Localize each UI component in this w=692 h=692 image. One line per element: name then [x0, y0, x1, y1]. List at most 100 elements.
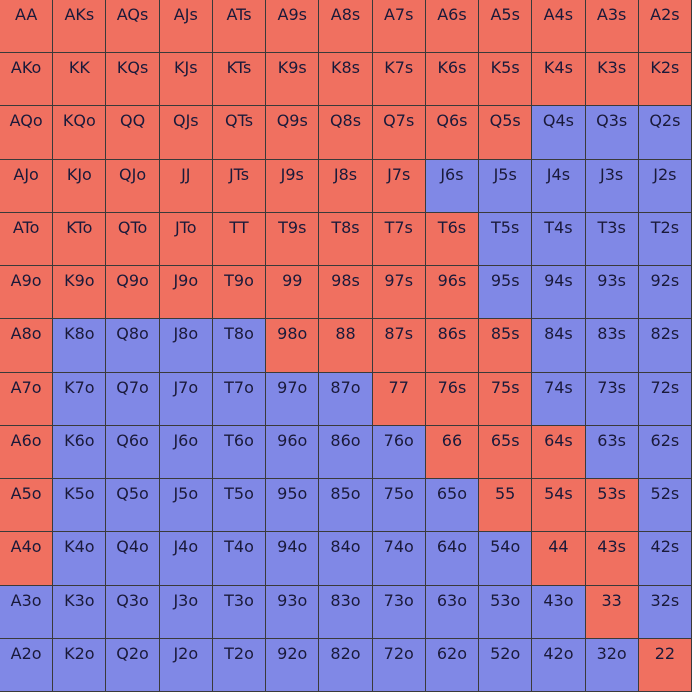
- hand-cell-j7s[interactable]: J7s: [372, 159, 425, 212]
- hand-cell-kjs[interactable]: KJs: [159, 53, 212, 106]
- hand-cell-k9o[interactable]: K9o: [53, 266, 106, 319]
- hand-cell-aks[interactable]: AKs: [53, 0, 106, 53]
- hand-cell-53s[interactable]: 53s: [585, 479, 638, 532]
- hand-cell-95s[interactable]: 95s: [479, 266, 532, 319]
- hand-cell-j2o[interactable]: J2o: [159, 638, 212, 691]
- hand-cell-83s[interactable]: 83s: [585, 319, 638, 372]
- hand-cell-75o[interactable]: 75o: [372, 479, 425, 532]
- hand-cell-q4s[interactable]: Q4s: [532, 106, 585, 159]
- hand-cell-k3s[interactable]: K3s: [585, 53, 638, 106]
- hand-cell-66[interactable]: 66: [425, 425, 479, 479]
- hand-cell-kk[interactable]: KK: [53, 53, 106, 106]
- hand-cell-j5o[interactable]: J5o: [159, 479, 212, 532]
- hand-cell-q6s[interactable]: Q6s: [425, 106, 479, 159]
- hand-cell-j2s[interactable]: J2s: [638, 159, 691, 212]
- hand-cell-72s[interactable]: 72s: [638, 372, 691, 425]
- hand-cell-a7s[interactable]: A7s: [372, 0, 425, 53]
- hand-cell-j5s[interactable]: J5s: [479, 159, 532, 212]
- hand-cell-kqo[interactable]: KQo: [53, 106, 106, 159]
- hand-cell-j8s[interactable]: J8s: [319, 159, 372, 212]
- hand-cell-t7s[interactable]: T7s: [372, 212, 425, 266]
- hand-cell-43s[interactable]: 43s: [585, 532, 638, 585]
- hand-cell-42o[interactable]: 42o: [532, 638, 585, 691]
- hand-cell-j6s[interactable]: J6s: [425, 159, 479, 212]
- hand-cell-74o[interactable]: 74o: [372, 532, 425, 585]
- hand-cell-62o[interactable]: 62o: [425, 638, 479, 691]
- hand-cell-q4o[interactable]: Q4o: [106, 532, 159, 585]
- hand-cell-q9o[interactable]: Q9o: [106, 266, 159, 319]
- hand-cell-87s[interactable]: 87s: [372, 319, 425, 372]
- hand-cell-k5o[interactable]: K5o: [53, 479, 106, 532]
- hand-cell-97s[interactable]: 97s: [372, 266, 425, 319]
- hand-cell-92o[interactable]: 92o: [266, 638, 319, 691]
- hand-cell-t2s[interactable]: T2s: [638, 212, 691, 266]
- hand-cell-j9o[interactable]: J9o: [159, 266, 212, 319]
- hand-cell-65o[interactable]: 65o: [425, 479, 479, 532]
- hand-cell-42s[interactable]: 42s: [638, 532, 691, 585]
- hand-cell-q2o[interactable]: Q2o: [106, 638, 159, 691]
- hand-cell-k6s[interactable]: K6s: [425, 53, 479, 106]
- hand-cell-73s[interactable]: 73s: [585, 372, 638, 425]
- hand-cell-a6o[interactable]: A6o: [0, 425, 53, 479]
- hand-cell-k6o[interactable]: K6o: [53, 425, 106, 479]
- hand-cell-43o[interactable]: 43o: [532, 585, 585, 638]
- hand-cell-93o[interactable]: 93o: [266, 585, 319, 638]
- hand-cell-k2s[interactable]: K2s: [638, 53, 691, 106]
- hand-cell-q9s[interactable]: Q9s: [266, 106, 319, 159]
- hand-cell-j6o[interactable]: J6o: [159, 425, 212, 479]
- hand-cell-53o[interactable]: 53o: [479, 585, 532, 638]
- hand-cell-a2s[interactable]: A2s: [638, 0, 691, 53]
- hand-cell-a5s[interactable]: A5s: [479, 0, 532, 53]
- hand-cell-76s[interactable]: 76s: [425, 372, 479, 425]
- hand-cell-ajs[interactable]: AJs: [159, 0, 212, 53]
- hand-cell-j3o[interactable]: J3o: [159, 585, 212, 638]
- hand-cell-t6s[interactable]: T6s: [425, 212, 479, 266]
- hand-cell-q5o[interactable]: Q5o: [106, 479, 159, 532]
- hand-cell-k9s[interactable]: K9s: [266, 53, 319, 106]
- hand-cell-k2o[interactable]: K2o: [53, 638, 106, 691]
- hand-cell-32s[interactable]: 32s: [638, 585, 691, 638]
- hand-cell-aqs[interactable]: AQs: [106, 0, 159, 53]
- hand-cell-kqs[interactable]: KQs: [106, 53, 159, 106]
- hand-cell-jto[interactable]: JTo: [159, 212, 212, 266]
- hand-cell-a8s[interactable]: A8s: [319, 0, 372, 53]
- hand-cell-q8o[interactable]: Q8o: [106, 319, 159, 372]
- hand-cell-qto[interactable]: QTo: [106, 212, 159, 266]
- hand-cell-t9o[interactable]: T9o: [212, 266, 266, 319]
- hand-cell-t4o[interactable]: T4o: [212, 532, 266, 585]
- hand-cell-a5o[interactable]: A5o: [0, 479, 53, 532]
- hand-cell-a3s[interactable]: A3s: [585, 0, 638, 53]
- hand-cell-99[interactable]: 99: [266, 266, 319, 319]
- hand-cell-54s[interactable]: 54s: [532, 479, 585, 532]
- hand-cell-qq[interactable]: QQ: [106, 106, 159, 159]
- hand-cell-a9s[interactable]: A9s: [266, 0, 319, 53]
- hand-cell-k8s[interactable]: K8s: [319, 53, 372, 106]
- hand-cell-ako[interactable]: AKo: [0, 53, 53, 106]
- hand-cell-q6o[interactable]: Q6o: [106, 425, 159, 479]
- hand-cell-k8o[interactable]: K8o: [53, 319, 106, 372]
- hand-cell-j3s[interactable]: J3s: [585, 159, 638, 212]
- hand-cell-32o[interactable]: 32o: [585, 638, 638, 691]
- hand-cell-qjo[interactable]: QJo: [106, 159, 159, 212]
- hand-cell-k7s[interactable]: K7s: [372, 53, 425, 106]
- hand-cell-52s[interactable]: 52s: [638, 479, 691, 532]
- hand-cell-ato[interactable]: ATo: [0, 212, 53, 266]
- hand-cell-jts[interactable]: JTs: [212, 159, 266, 212]
- hand-cell-74s[interactable]: 74s: [532, 372, 585, 425]
- hand-cell-q3o[interactable]: Q3o: [106, 585, 159, 638]
- hand-cell-a2o[interactable]: A2o: [0, 638, 53, 691]
- hand-cell-t3s[interactable]: T3s: [585, 212, 638, 266]
- hand-cell-aa[interactable]: AA: [0, 0, 53, 53]
- hand-cell-55[interactable]: 55: [479, 479, 532, 532]
- hand-cell-t7o[interactable]: T7o: [212, 372, 266, 425]
- hand-cell-94s[interactable]: 94s: [532, 266, 585, 319]
- hand-cell-84s[interactable]: 84s: [532, 319, 585, 372]
- hand-cell-qjs[interactable]: QJs: [159, 106, 212, 159]
- hand-cell-83o[interactable]: 83o: [319, 585, 372, 638]
- hand-cell-64o[interactable]: 64o: [425, 532, 479, 585]
- hand-cell-k4o[interactable]: K4o: [53, 532, 106, 585]
- hand-cell-73o[interactable]: 73o: [372, 585, 425, 638]
- hand-cell-t6o[interactable]: T6o: [212, 425, 266, 479]
- hand-cell-96s[interactable]: 96s: [425, 266, 479, 319]
- hand-cell-q2s[interactable]: Q2s: [638, 106, 691, 159]
